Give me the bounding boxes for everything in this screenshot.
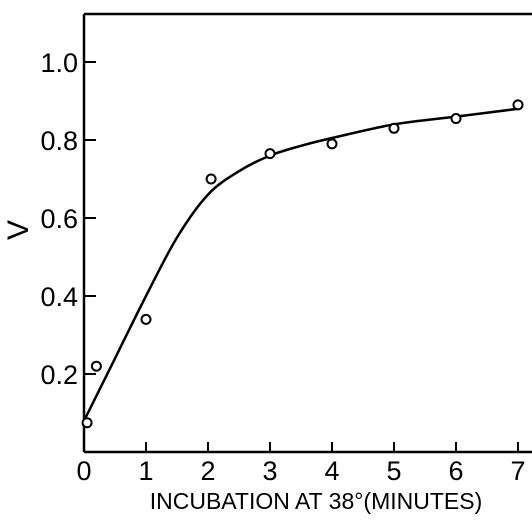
data-point: [90, 360, 102, 372]
x-tick-label: 3: [262, 456, 277, 486]
data-point: [140, 313, 152, 325]
x-tick-label: 0: [76, 456, 91, 486]
data-point: [264, 148, 276, 160]
x-tick-label: 6: [448, 456, 463, 486]
y-axis-label: V: [2, 220, 35, 240]
y-tick-label: 1.0: [40, 48, 78, 78]
data-point: [512, 99, 524, 111]
data-point: [326, 138, 338, 150]
fitted-curve: [82, 107, 519, 422]
data-point: [388, 122, 400, 134]
x-tick-label: 4: [324, 456, 339, 486]
data-point: [205, 173, 217, 185]
x-tick-label: 2: [200, 456, 215, 486]
y-tick-label: 0.4: [40, 282, 78, 312]
y-tick-label: 0.6: [40, 204, 78, 234]
y-tick-label: 0.2: [40, 360, 78, 390]
x-axis-label: INCUBATION AT 38°(MINUTES): [150, 488, 483, 514]
x-tick-label: 7: [510, 456, 525, 486]
ticks-layer: 0 1 2 3 4 5 6 7 0.2 0.4 0.6 0.8 1.0: [40, 48, 525, 486]
data-points-layer: [81, 99, 524, 429]
data-point: [450, 113, 462, 125]
y-tick-label: 0.8: [40, 126, 78, 156]
data-point: [81, 417, 93, 429]
x-tick-label: 1: [138, 456, 153, 486]
x-tick-label: 5: [386, 456, 401, 486]
